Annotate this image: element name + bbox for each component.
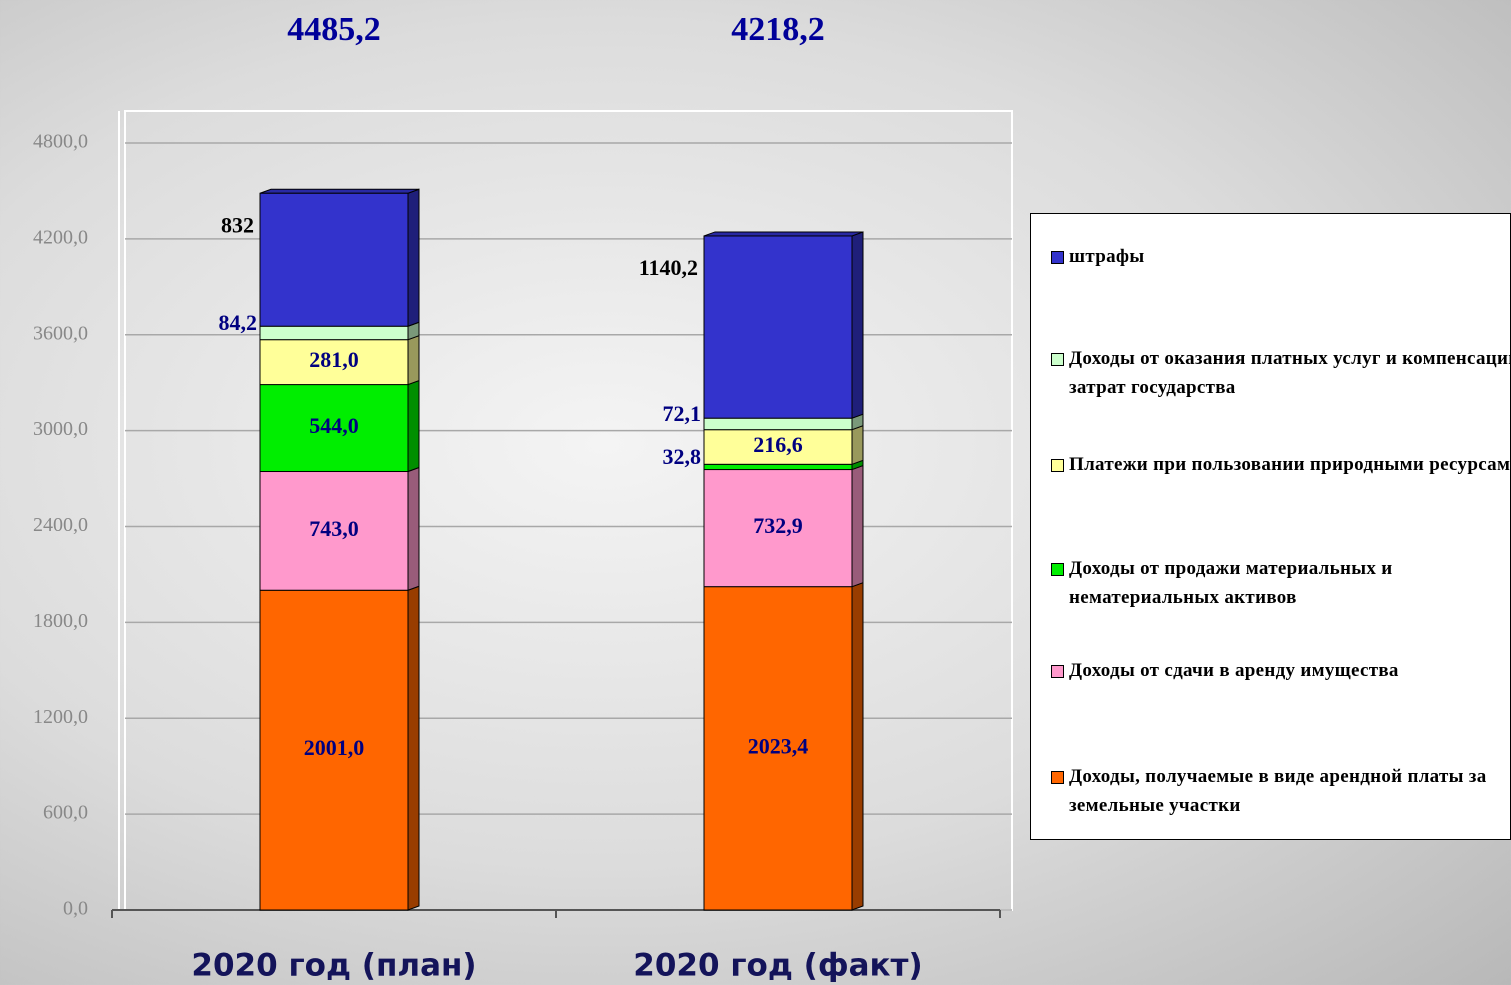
total-label: 4485,2 bbox=[287, 11, 381, 48]
legend-item: Доходы от продажи материальных и нематер… bbox=[1051, 554, 1511, 612]
y-tick-label: 2400,0 bbox=[33, 514, 88, 536]
total-label: 4218,2 bbox=[731, 11, 825, 48]
bar-side bbox=[851, 424, 864, 466]
legend-swatch bbox=[1051, 353, 1064, 366]
legend-swatch bbox=[1051, 459, 1064, 472]
bar-segment bbox=[703, 429, 853, 465]
x-tick-label: 2020 год (факт) bbox=[633, 948, 922, 984]
y-tick-label: 1800,0 bbox=[33, 610, 88, 632]
legend: штрафы Доходы от оказания платных услуг и… bbox=[1030, 213, 1511, 840]
data-label: 743,0 bbox=[309, 516, 359, 541]
legend-swatch bbox=[1051, 563, 1064, 576]
data-label: 1140,2 bbox=[639, 255, 698, 280]
y-tick-label: 3600,0 bbox=[33, 322, 88, 344]
legend-item: Платежи при пользовании природными ресур… bbox=[1051, 450, 1511, 479]
bar-segment bbox=[703, 417, 853, 431]
y-tick-label: 1200,0 bbox=[33, 706, 88, 728]
bar-segment bbox=[703, 463, 853, 471]
data-label: 732,9 bbox=[753, 513, 803, 538]
legend-swatch bbox=[1051, 771, 1064, 784]
y-tick-label: 3000,0 bbox=[33, 418, 88, 440]
bar-segment bbox=[703, 235, 853, 419]
bar-segment bbox=[703, 586, 853, 911]
legend-label: Доходы от оказания платных услуг и компе… bbox=[1069, 348, 1511, 398]
data-label: 84,2 bbox=[219, 310, 258, 335]
bar-segment bbox=[703, 469, 853, 588]
bar-segment bbox=[259, 192, 409, 327]
bar-side bbox=[851, 581, 864, 911]
bar-top bbox=[259, 188, 420, 194]
data-label: 32,8 bbox=[663, 444, 702, 469]
legend-label: Доходы от сдачи в аренду имущества bbox=[1069, 660, 1399, 681]
legend-label: Платежи при пользовании природными ресур… bbox=[1069, 454, 1511, 475]
legend-item: Доходы от сдачи в аренду имущества bbox=[1051, 656, 1511, 685]
bar-side bbox=[407, 188, 420, 327]
bar-side bbox=[407, 466, 420, 591]
data-label: 216,6 bbox=[753, 432, 803, 457]
data-label: 2023,4 bbox=[748, 733, 809, 758]
bar-top bbox=[703, 231, 864, 237]
y-tick-label: 600,0 bbox=[43, 802, 88, 824]
bar-side bbox=[851, 231, 864, 419]
bar-segment bbox=[259, 339, 409, 386]
legend-swatch bbox=[1051, 665, 1064, 678]
x-tick-label: 2020 год (план) bbox=[191, 948, 476, 984]
bar-side bbox=[407, 379, 420, 473]
bar-side bbox=[407, 585, 420, 911]
legend-item: Доходы от оказания платных услуг и компе… bbox=[1051, 344, 1511, 402]
legend-swatch bbox=[1051, 251, 1064, 264]
bar-segment bbox=[259, 384, 409, 473]
data-label: 2001,0 bbox=[304, 735, 365, 760]
legend-item: Доходы, получаемые в виде арендной платы… bbox=[1051, 762, 1511, 820]
plot-area bbox=[124, 110, 1013, 911]
bar-side bbox=[851, 464, 864, 588]
bar-segment bbox=[259, 589, 409, 911]
legend-label: Доходы от продажи материальных и нематер… bbox=[1069, 558, 1393, 608]
bar-side bbox=[407, 334, 420, 386]
y-tick-label: 0,0 bbox=[63, 898, 88, 920]
data-label: 832 bbox=[221, 212, 254, 237]
bar-segment bbox=[259, 325, 409, 341]
y-tick-label: 4800,0 bbox=[33, 131, 88, 153]
data-label: 544,0 bbox=[309, 413, 359, 438]
data-label: 72,1 bbox=[663, 401, 702, 426]
legend-item: штрафы bbox=[1051, 242, 1511, 271]
bar-segment bbox=[259, 471, 409, 591]
data-label: 281,0 bbox=[309, 347, 359, 372]
y-tick-label: 4200,0 bbox=[33, 226, 88, 248]
legend-label: Доходы, получаемые в виде арендной платы… bbox=[1069, 766, 1487, 816]
legend-label: штрафы bbox=[1069, 246, 1145, 267]
